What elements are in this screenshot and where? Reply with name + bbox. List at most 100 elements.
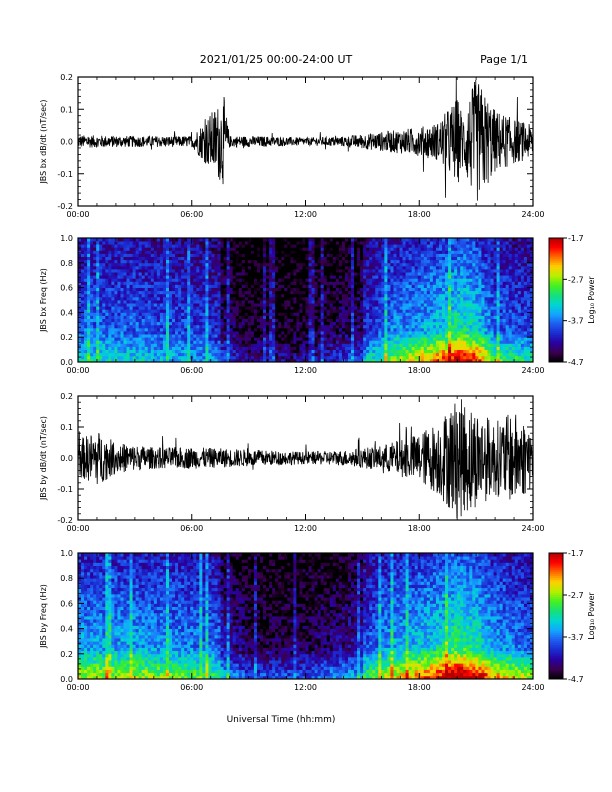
spectrogram-cell: [378, 247, 382, 251]
spectrogram-cell: [90, 253, 94, 257]
spectrogram-cell: [414, 318, 419, 323]
spectrogram-cell: [190, 247, 194, 251]
spectrogram-cell: [438, 315, 443, 319]
spectrogram-cell: [138, 272, 143, 276]
spectrogram-cell: [250, 346, 255, 350]
spectrogram-cell: [299, 253, 303, 257]
spectrogram-cell: [287, 331, 291, 335]
spectrogram-cell: [360, 247, 364, 251]
spectrogram-cell: [123, 349, 127, 354]
spectrogram-cell: [84, 312, 88, 316]
spectrogram-cell: [178, 318, 182, 323]
spectrogram-cell: [402, 303, 406, 307]
spectrogram-cell: [150, 346, 155, 350]
spectrogram-cell: [202, 352, 206, 357]
spectrogram-cell: [329, 337, 334, 341]
spectrogram-cell: [435, 349, 440, 354]
spectrogram-cell: [205, 331, 209, 335]
spectrogram-cell: [260, 275, 264, 279]
spectrogram-cell: [357, 284, 361, 288]
spectrogram-cell: [175, 238, 179, 242]
spectrogram-cell: [363, 281, 367, 285]
spectrogram-cell: [366, 321, 370, 326]
spectrogram-cell: [429, 318, 434, 323]
spectrogram-cell: [214, 293, 218, 298]
spectrogram-cell: [190, 343, 194, 347]
spectrogram-cell: [169, 269, 173, 273]
spectrogram-cell: [284, 253, 288, 257]
spectrogram-cell: [181, 343, 185, 347]
spectrogram-cell: [196, 293, 200, 298]
spectrogram-cell: [366, 303, 370, 307]
spectrogram-cell: [438, 281, 443, 285]
spectrogram-cell: [272, 324, 276, 329]
spectrogram-cell: [378, 272, 382, 276]
spectrogram-cell: [284, 287, 288, 292]
spectrogram-cell: [399, 300, 403, 304]
spectrogram-cell: [135, 306, 140, 310]
spectrogram-cell: [120, 238, 124, 242]
spectrogram-cell: [111, 253, 115, 257]
spectrogram-cell: [429, 306, 434, 310]
spectrogram-cell: [381, 318, 385, 323]
spectrogram-cell: [132, 287, 137, 292]
spectrogram-cell: [108, 241, 112, 245]
spectrogram-cell: [384, 256, 388, 261]
spectrogram-cell: [366, 278, 370, 282]
spectrogram-cell: [226, 349, 231, 354]
spectrogram-cell: [241, 306, 246, 310]
spectrogram-cell: [96, 309, 100, 313]
spectrogram-cell: [105, 318, 109, 323]
spectrogram-cell: [357, 244, 361, 248]
spectrogram-cell: [156, 331, 161, 335]
spectrogram-cell: [196, 244, 200, 248]
spectrogram-cell: [214, 321, 218, 326]
spectrogram-cell: [266, 244, 270, 248]
spectrogram-cell: [156, 349, 161, 354]
spectrogram-cell: [165, 331, 170, 335]
spectrogram-cell: [241, 346, 246, 350]
spectrogram-cell: [290, 293, 294, 298]
spectrogram-cell: [250, 315, 255, 319]
spectrogram-cell: [220, 327, 224, 332]
spectrogram-cell: [153, 265, 158, 270]
spectrogram-cell: [235, 321, 240, 326]
spectrogram-cell: [175, 303, 179, 307]
spectrogram-cell: [305, 343, 309, 347]
spectrogram-cell: [323, 287, 328, 292]
spectrogram-cell: [181, 253, 185, 257]
spectrogram-cell: [141, 321, 146, 326]
spectrogram-cell: [396, 265, 400, 270]
spectrogram-cell: [338, 306, 343, 310]
spectrogram-cell: [138, 315, 143, 319]
spectrogram-cell: [208, 272, 212, 276]
spectrogram-cell: [332, 272, 337, 276]
spectrogram-cell: [99, 278, 103, 282]
spectrogram-cell: [208, 256, 212, 261]
spectrogram-cell: [354, 290, 358, 295]
spectrogram-cell: [366, 355, 370, 360]
spectrogram-cell: [214, 244, 218, 248]
spectrogram-cell: [360, 284, 364, 288]
spectrogram-cell: [314, 346, 319, 350]
spectrogram-cell: [244, 324, 249, 329]
spectrogram-cell: [263, 318, 267, 323]
spectrogram-cell: [241, 259, 246, 264]
spectrogram-cell: [181, 262, 185, 267]
spectrogram-cell: [320, 321, 325, 326]
spectrogram-cell: [399, 269, 403, 273]
spectrogram-cell: [414, 290, 419, 295]
spectrogram-cell: [275, 290, 279, 295]
spectrogram-cell: [93, 349, 97, 354]
spectrogram-cell: [223, 284, 228, 288]
spectrogram-cell: [93, 247, 97, 251]
spectrogram-cell: [354, 269, 358, 273]
spectrogram-cell: [344, 296, 349, 301]
spectrogram-cell: [250, 358, 255, 363]
spectrogram-cell: [266, 346, 270, 350]
spectrogram-cell: [272, 318, 276, 323]
spectrogram-cell: [202, 238, 206, 242]
spectrogram-cell: [238, 275, 243, 279]
spectrogram-cell: [281, 287, 285, 292]
spectrogram-cell: [438, 331, 443, 335]
